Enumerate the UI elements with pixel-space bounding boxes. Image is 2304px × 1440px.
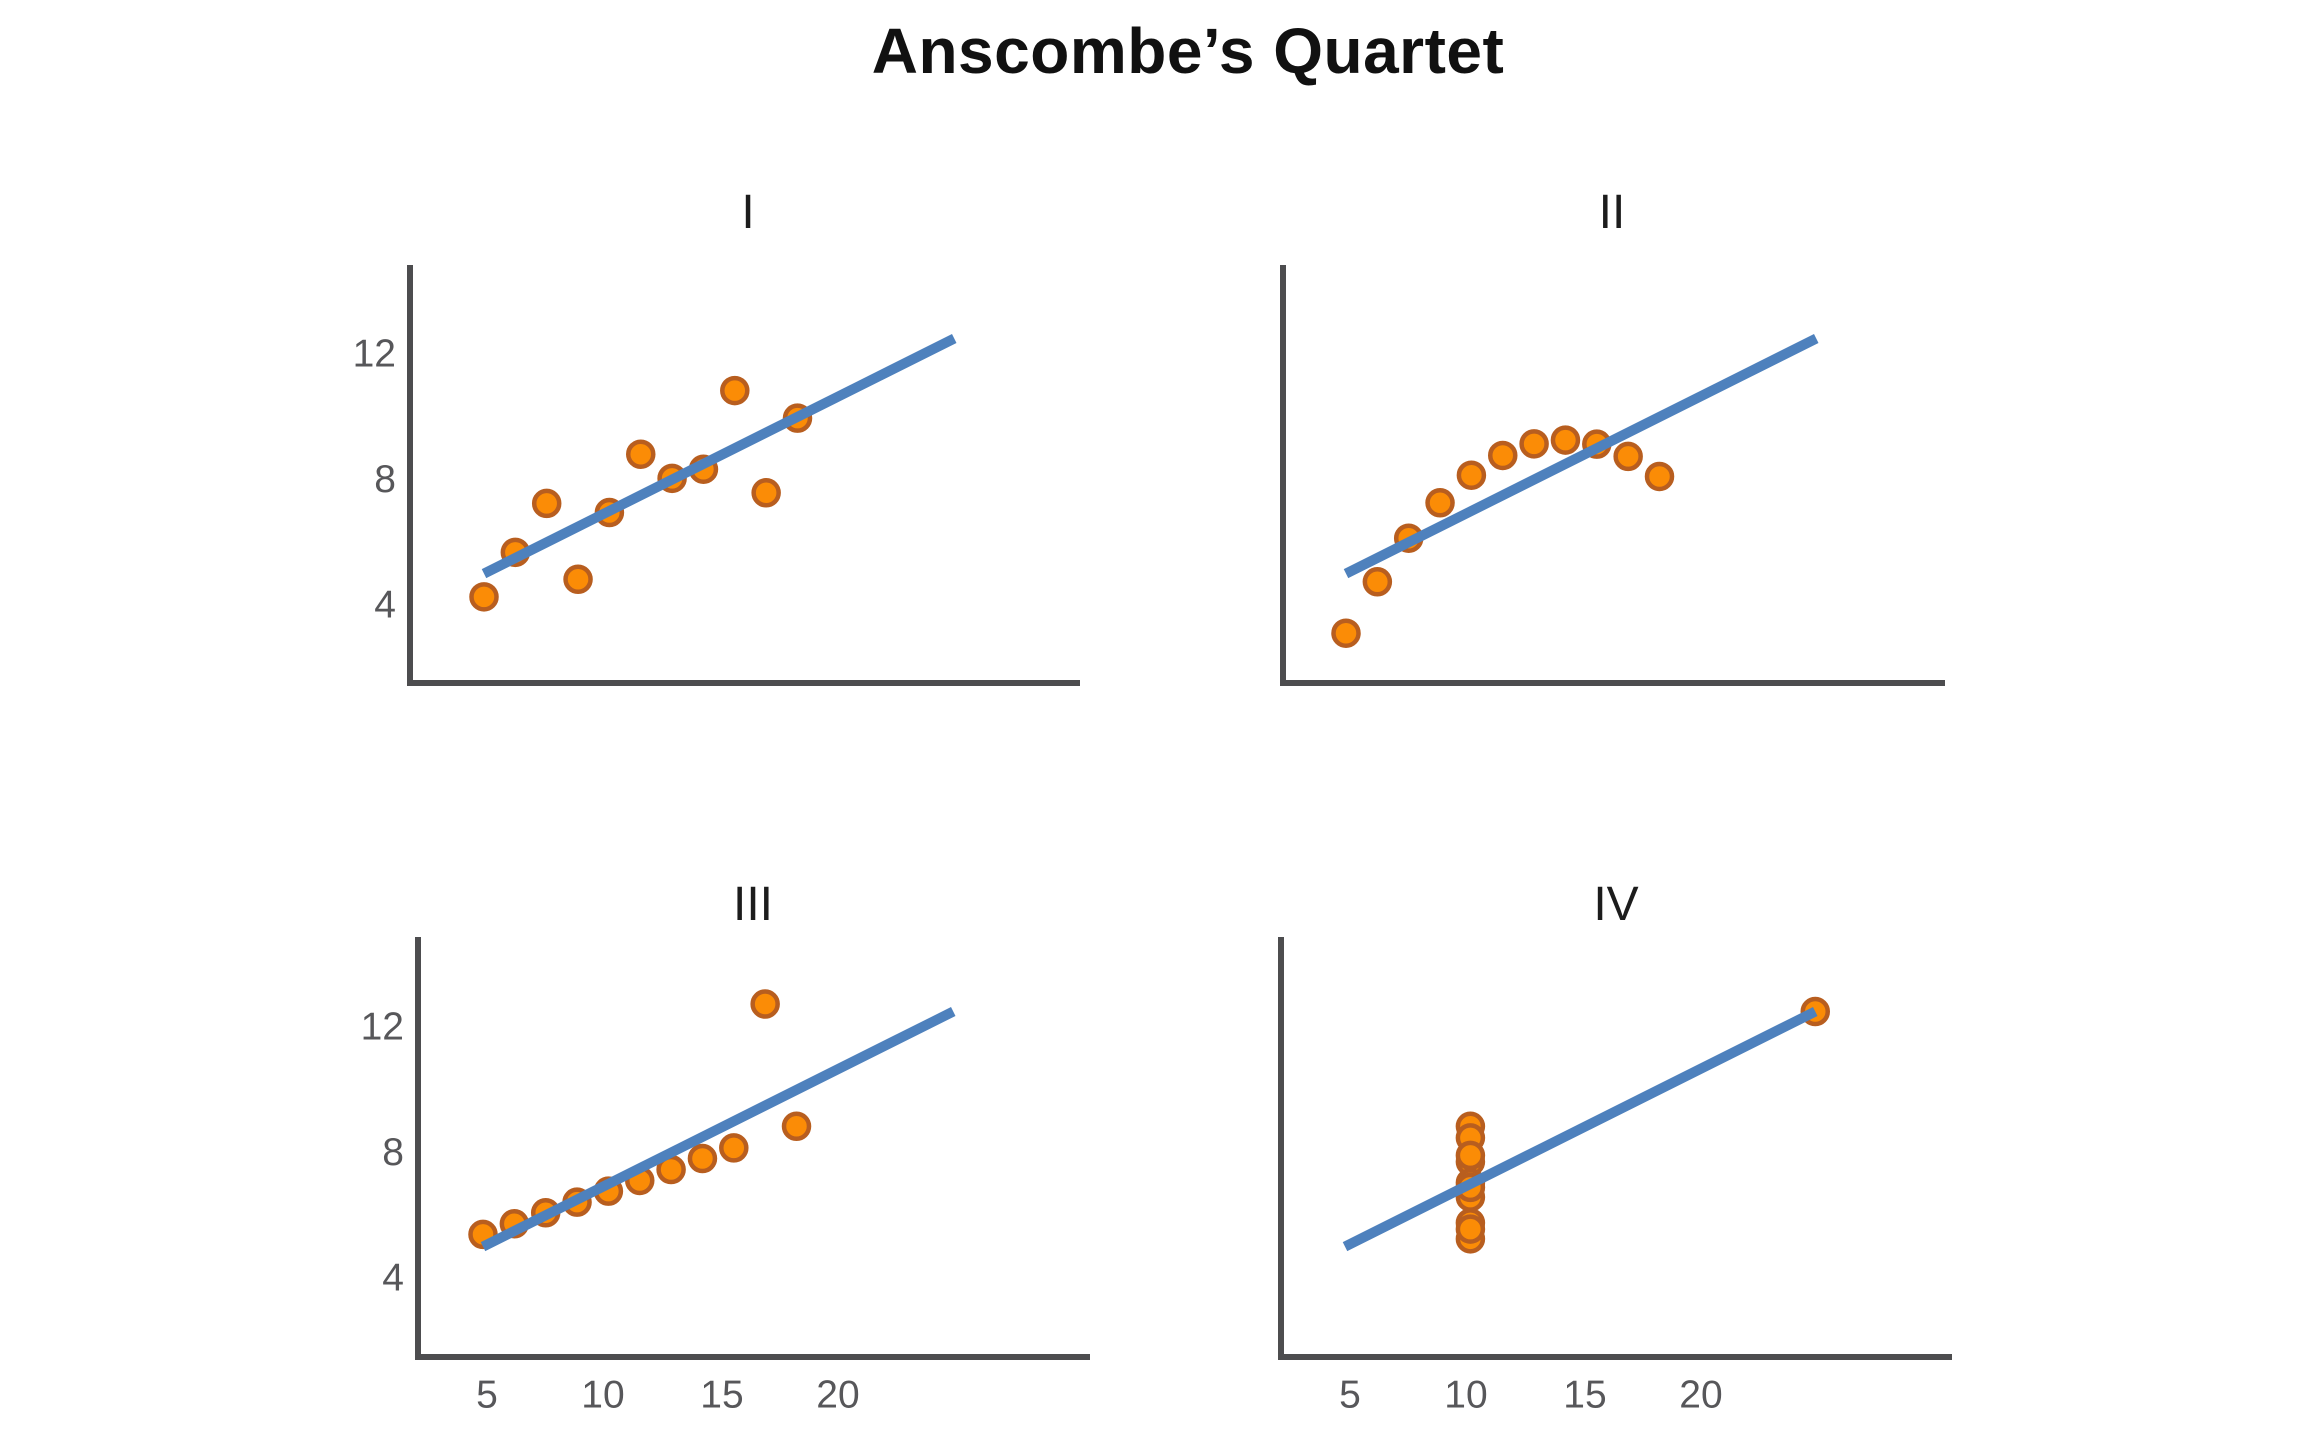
x-tick-label: 10 [1444,1374,1487,1417]
data-point [781,1111,812,1142]
axes [1278,937,1952,1360]
subplot-IV: IV 5 10 15 20 [1278,878,1952,1417]
y-tick-label: 8 [382,1131,404,1174]
data-point [1362,567,1393,597]
subplot-title: I [741,186,754,239]
data-point [1488,440,1518,471]
regression-line [481,334,957,579]
regression-line [1343,334,1819,579]
data-point [626,439,656,469]
data-point [1519,429,1549,459]
y-tick-label: 4 [382,1257,404,1300]
y-tick-label: 12 [361,1006,404,1049]
axes [415,937,1090,1360]
x-tick-label: 20 [1679,1374,1722,1417]
x-tick-label: 15 [1563,1374,1606,1417]
x-tick-label: 20 [816,1374,859,1417]
y-tick-label: 12 [353,333,396,376]
data-point [687,1143,718,1174]
axes [1280,265,1945,686]
data-point [531,488,562,519]
data-point [719,1133,749,1163]
axes [407,265,1080,686]
subplot-I: I 12 8 4 [353,186,1080,686]
figure-title: Anscombe’s Quartet [871,15,1505,87]
data-point [1455,1214,1486,1244]
data-point [469,582,499,612]
data-point [1331,618,1361,648]
x-tick-label: 15 [700,1374,743,1417]
data-point [563,564,593,595]
regression-line [1342,1007,1818,1252]
subplot-title: III [733,878,773,931]
data-point [750,989,780,1019]
y-tick-label: 4 [374,584,396,627]
data-point [1425,488,1455,518]
data-point [1613,441,1643,472]
subplot-III: III 12 8 4 5 10 15 20 [361,878,1090,1417]
data-point [1550,425,1581,455]
subplot-title: II [1599,186,1626,239]
data-point [751,478,781,508]
data-point [720,375,750,406]
data-point [1456,460,1487,490]
x-tick-label: 5 [1339,1374,1361,1417]
x-tick-label: 10 [581,1374,624,1417]
regression-line [480,1007,956,1252]
subplot-II: II [1280,186,1945,686]
data-point [1644,461,1675,492]
x-tick-label: 5 [476,1374,498,1417]
y-tick-label: 8 [374,458,396,501]
data-point [1455,1140,1486,1171]
subplot-title: IV [1593,878,1638,931]
